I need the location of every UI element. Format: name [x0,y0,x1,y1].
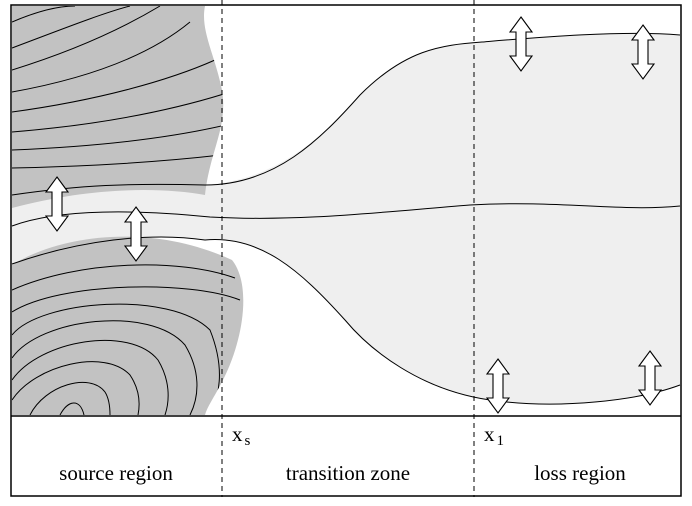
contours-top [12,6,224,169]
xs-marker-sub: s [245,433,251,449]
streamline-middle [11,203,681,227]
source-region-label: source region [59,461,173,485]
transition-zone-label: transition zone [286,461,410,485]
x1-marker-sub: 1 [497,433,505,449]
flow-band [12,33,680,405]
source-region-bottom [12,236,244,415]
streamlines [11,32,681,405]
diagram-frame [10,4,682,497]
contours-bottom [12,264,241,415]
streamline-lower [11,236,681,405]
loss-region-label: loss region [534,461,626,485]
streamline-upper [11,32,681,196]
source-region-top [12,6,224,208]
